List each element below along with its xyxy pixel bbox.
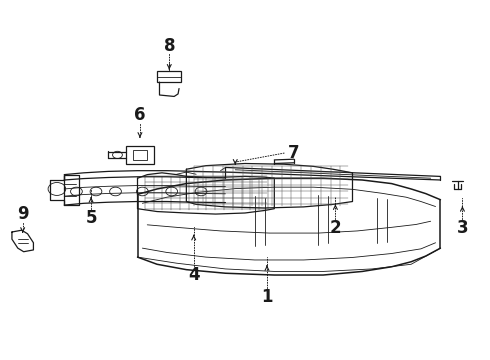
Text: 7: 7 (288, 144, 300, 162)
Text: 5: 5 (85, 209, 97, 227)
Text: 3: 3 (457, 219, 468, 237)
Text: 6: 6 (134, 107, 146, 125)
Bar (133, 150, 147, 159)
Text: 8: 8 (164, 36, 175, 54)
Text: 4: 4 (188, 266, 199, 284)
Text: 1: 1 (261, 288, 273, 306)
Bar (157, 71, 181, 82)
Bar (126, 146, 154, 164)
Text: 2: 2 (330, 219, 341, 237)
Text: 9: 9 (17, 205, 28, 223)
